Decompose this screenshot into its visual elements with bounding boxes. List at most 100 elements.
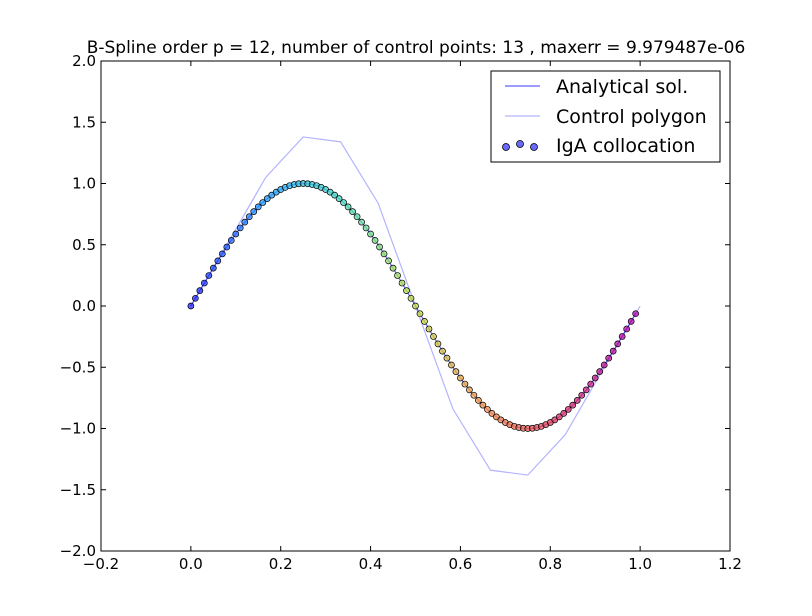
collocation-point (326, 188, 334, 196)
collocation-point (596, 368, 604, 375)
x-tick-label: 0.2 (269, 555, 293, 573)
collocation-point (470, 391, 478, 399)
collocation-point (560, 410, 568, 417)
collocation-point (371, 237, 379, 244)
y-tick-label: −1.0 (60, 420, 96, 438)
collocation-point (475, 397, 482, 404)
chart-title: B-Spline order p = 12, number of control… (87, 38, 746, 58)
collocation-point (259, 199, 267, 206)
collocation-point (245, 213, 253, 221)
collocation-point (187, 302, 195, 310)
collocation-point (623, 325, 631, 333)
collocation-point (394, 272, 401, 279)
y-tick-label: −1.5 (60, 481, 96, 499)
collocation-point (600, 361, 608, 369)
collocation-point (484, 406, 491, 413)
collocation-point (555, 413, 563, 421)
y-tick-label: 0.0 (72, 297, 96, 315)
x-tick-label: 0.4 (359, 555, 383, 573)
collocation-point (263, 195, 271, 202)
collocation-point (416, 310, 424, 318)
collocation-point (551, 416, 559, 424)
collocation-point (205, 272, 213, 279)
collocation-point (430, 333, 437, 340)
collocation-point (466, 386, 473, 394)
collocation-points-layer (187, 180, 640, 432)
collocation-point (587, 380, 595, 388)
collocation-point (241, 218, 249, 226)
collocation-point (407, 294, 415, 302)
collocation-point (627, 318, 635, 325)
collocation-point (254, 203, 262, 211)
collocation-point (614, 340, 622, 348)
collocation-point (200, 279, 208, 287)
legend-marker-1 (502, 143, 510, 151)
collocation-point (412, 302, 419, 310)
legend-marker-2 (516, 140, 524, 148)
collocation-point (223, 243, 231, 251)
x-tick-label: 0.0 (179, 555, 203, 573)
collocation-point (376, 243, 383, 251)
collocation-point (340, 199, 347, 206)
collocation-point (573, 397, 581, 404)
collocation-point (362, 224, 370, 232)
collocation-point (214, 257, 222, 265)
collocation-point (331, 191, 338, 199)
collocation-point (461, 380, 469, 388)
collocation-point (618, 333, 626, 340)
collocation-point (452, 368, 460, 375)
collocation-point (268, 191, 276, 199)
collocation-point (582, 386, 590, 394)
collocation-point (209, 264, 217, 272)
collocation-point (385, 257, 392, 265)
collocation-point (569, 401, 577, 409)
collocation-point (380, 250, 388, 258)
legend-label-control: Control polygon (556, 106, 707, 128)
x-tick-label: 1.0 (628, 555, 652, 573)
collocation-point (335, 195, 343, 202)
legend-marker-3 (530, 143, 538, 151)
collocation-point (609, 347, 617, 355)
y-tick-label: −0.5 (60, 358, 96, 376)
y-tick-label: −2.0 (60, 542, 96, 560)
collocation-point (227, 237, 235, 244)
y-tick-label: 1.5 (72, 113, 96, 131)
x-tick-label: 0.6 (448, 555, 472, 573)
collocation-point (564, 406, 572, 413)
collocation-point (367, 230, 374, 238)
collocation-point (434, 340, 442, 348)
y-tick-label: 1.0 (72, 175, 96, 193)
collocation-point (443, 354, 451, 362)
collocation-point (218, 250, 226, 258)
collocation-point (344, 203, 352, 211)
collocation-point (389, 264, 397, 272)
collocation-point (591, 374, 599, 382)
legend: Analytical sol. Control polygon IgA coll… (490, 70, 721, 163)
collocation-point (425, 325, 433, 333)
collocation-point (448, 361, 455, 369)
collocation-point (605, 354, 613, 362)
collocation-point (493, 413, 500, 421)
collocation-point (196, 287, 204, 294)
collocation-point (398, 279, 406, 287)
collocation-point (632, 310, 640, 318)
collocation-point (250, 208, 258, 215)
y-tick-label: 0.5 (72, 236, 96, 254)
collocation-point (578, 391, 586, 399)
x-tick-label: −0.2 (83, 555, 119, 573)
y-tick-label: 2.0 (72, 52, 96, 70)
x-tick-label: 0.8 (538, 555, 562, 573)
collocation-point (358, 218, 365, 226)
collocation-point (353, 213, 361, 221)
collocation-point (421, 318, 428, 325)
collocation-point (439, 347, 446, 355)
collocation-point (236, 224, 244, 232)
axes-layer: −0.2 0.0 0.2 0.4 0.6 0.8 1.0 1.2 −2.0 −1.5 −1.0 −0.… (60, 52, 742, 573)
x-tick-label: 1.2 (718, 555, 742, 573)
collocation-point (349, 208, 356, 215)
collocation-point (479, 401, 487, 409)
collocation-point (232, 230, 240, 238)
legend-label-collocation: IgA collocation (556, 135, 695, 157)
